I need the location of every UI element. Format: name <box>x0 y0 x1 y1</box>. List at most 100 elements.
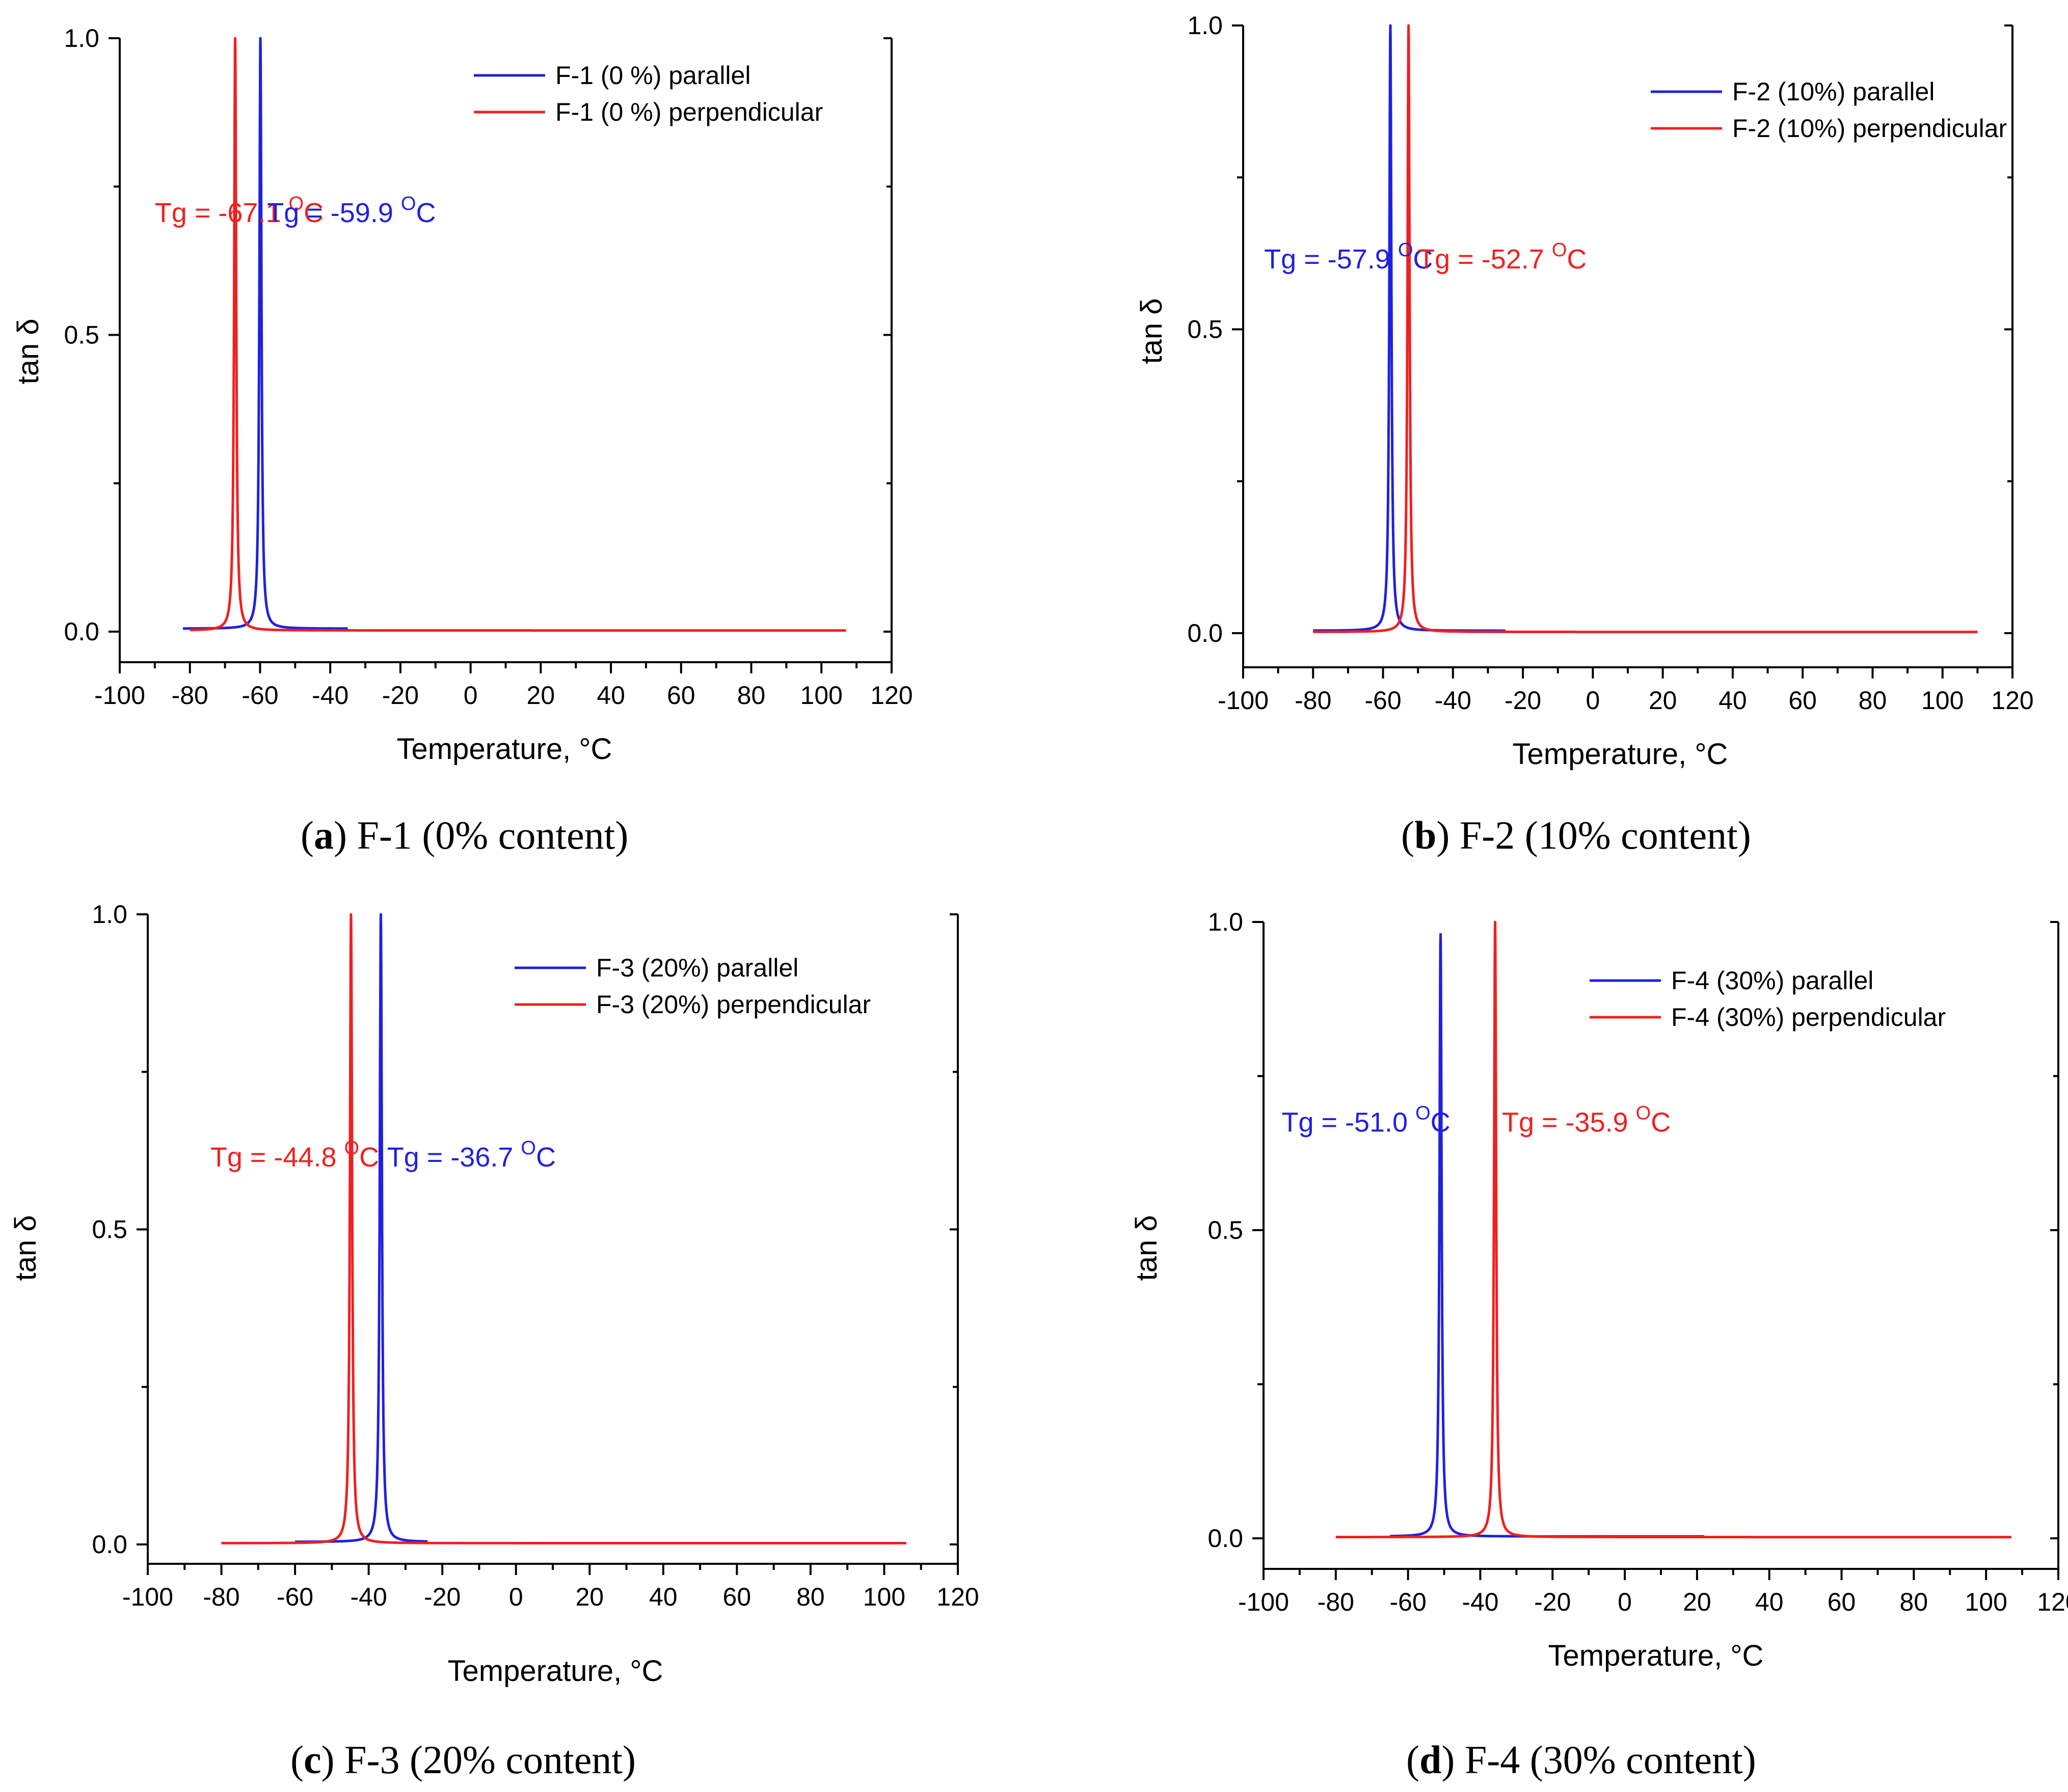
series-line-perpendicular <box>1334 920 2012 1539</box>
x-axis-title: Temperature, °C <box>1513 738 1728 771</box>
tg-annotation-perpendicular: Tg = -52.7 OC <box>1418 239 1587 275</box>
tg-annotation-unit: C <box>1651 1107 1671 1137</box>
series-line-parallel <box>294 913 429 1543</box>
x-tick-label: -100 <box>1238 1588 1289 1616</box>
caption-c: (c) F-3 (20% content) <box>290 1737 636 1782</box>
tg-annotation-perpendicular: Tg = -44.8 OC <box>210 1137 379 1173</box>
y-tick-label: 1.0 <box>64 24 99 52</box>
x-tick-label: 120 <box>936 1583 979 1611</box>
x-tick-label: -40 <box>351 1583 387 1611</box>
y-tick-label: 0.5 <box>92 1215 127 1244</box>
chart-panel-d: -100 -80 -60 -40 -20 0 20 40 60 80 100 120 0.0 0.5 1.0… <box>1116 897 2068 1792</box>
x-tick-label: 100 <box>863 1583 905 1611</box>
x-tick-label: 0 <box>509 1583 523 1611</box>
tg-annotation-text: Tg = -44.8 <box>210 1142 344 1173</box>
x-tick-label: 80 <box>1900 1588 1928 1616</box>
x-axis-title: Temperature, °C <box>1548 1639 1764 1672</box>
tg-annotation-text: Tg = -67.1 <box>155 198 289 228</box>
legend-label-parallel: F-1 (0 %) parallel <box>555 61 750 90</box>
series-line-parallel <box>181 37 349 630</box>
chart-panel-a: -100 -80 -60 -40 -20 0 20 40 60 80 100 120 0.0 0.5 1.0… <box>0 0 1019 891</box>
legend-label-perpendicular: F-3 (20%) perpendicular <box>596 990 871 1019</box>
x-tick-label: 100 <box>1965 1588 2007 1616</box>
x-tick-label: 100 <box>1921 686 1964 715</box>
x-tick-label: 60 <box>723 1583 751 1611</box>
x-tick-label: 40 <box>1755 1588 1784 1616</box>
x-tick-label: 60 <box>1788 686 1817 715</box>
series-line-parallel <box>1389 933 1706 1538</box>
x-tick-label: 20 <box>1683 1588 1711 1616</box>
caption-text: F-4 (30% content) <box>1464 1737 1756 1782</box>
tg-annotation-unit: C <box>1567 244 1587 275</box>
caption-d: (d) F-4 (30% content) <box>1406 1737 1756 1782</box>
tg-annotation-degree: O <box>344 1137 360 1159</box>
tg-annotation-degree: O <box>1636 1102 1651 1124</box>
caption-letter: c <box>303 1737 321 1782</box>
caption-text: F-1 (0% content) <box>357 813 629 857</box>
y-tick-label: 0.0 <box>64 617 99 646</box>
tg-annotation-unit: C <box>416 198 436 228</box>
legend-label-parallel: F-4 (30%) parallel <box>1671 966 1873 995</box>
chart-svg-d: -100 -80 -60 -40 -20 0 20 40 60 80 100 120 0.0 0.5 1.0… <box>1130 908 2068 1672</box>
legend-label-perpendicular: F-4 (30%) perpendicular <box>1671 1003 1946 1031</box>
caption-letter: a <box>313 813 334 857</box>
x-tick-label: -20 <box>1505 686 1541 715</box>
caption-letter: b <box>1414 813 1437 857</box>
x-tick-label: 80 <box>737 681 766 710</box>
tg-annotation-degree: O <box>1415 1102 1431 1124</box>
tg-annotation-text: Tg = -57.9 <box>1264 244 1398 275</box>
x-tick-label: -80 <box>203 1583 239 1611</box>
tg-annotation-text: Tg = -35.9 <box>1502 1107 1636 1137</box>
x-tick-label: -100 <box>122 1583 173 1611</box>
tg-annotation-unit: C <box>359 1142 379 1173</box>
tg-annotation-unit: C <box>1413 244 1433 275</box>
x-tick-label: 20 <box>1649 686 1677 715</box>
x-tick-label: 40 <box>1718 686 1747 715</box>
x-tick-label: -100 <box>94 681 145 710</box>
tg-annotation-degree: O <box>1398 239 1413 261</box>
tg-annotation-parallel: Tg = -36.7 OC <box>387 1137 556 1173</box>
tg-annotation-perpendicular: Tg = -67.1 OC <box>155 193 324 228</box>
y-axis-title: tan δ <box>1130 1215 1163 1281</box>
tg-annotation-parallel: Tg = -57.9 OC <box>1264 239 1433 275</box>
chart-svg-b: -100 -80 -60 -40 -20 0 20 40 60 80 100 120 0.0 0.5 1.0… <box>1135 11 2034 771</box>
legend-label-perpendicular: F-2 (10%) perpendicular <box>1732 114 2007 143</box>
series-line-perpendicular <box>220 913 907 1544</box>
caption-text: F-3 (20% content) <box>344 1737 636 1782</box>
x-tick-label: -20 <box>424 1583 461 1611</box>
chart-panel-c: -100 -80 -60 -40 -20 0 20 40 60 80 100 120 0.0 0.5 1.0… <box>0 897 1019 1792</box>
x-tick-label: -40 <box>1435 686 1471 715</box>
x-tick-label: 120 <box>1991 686 2033 715</box>
x-tick-label: 0 <box>1586 686 1600 715</box>
x-tick-label: 60 <box>667 681 695 710</box>
x-tick-label: -20 <box>382 681 419 710</box>
caption-b: (b) F-2 (10% content) <box>1401 813 1751 857</box>
y-axis-title: tan δ <box>1135 298 1168 364</box>
x-tick-label: 20 <box>527 681 555 710</box>
tg-annotation-text: Tg = -51.0 <box>1281 1107 1415 1137</box>
y-axis-title: tan δ <box>9 1215 42 1281</box>
tg-annotation-perpendicular: Tg = -35.9 OC <box>1502 1102 1671 1137</box>
tg-annotation-parallel: Tg = -59.9 OC <box>267 193 436 228</box>
y-tick-label: 1.0 <box>1187 11 1223 40</box>
tg-annotation-unit: C <box>304 198 324 228</box>
legend-label-perpendicular: F-1 (0 %) perpendicular <box>555 98 823 126</box>
caption-text: F-2 (10% content) <box>1459 813 1751 857</box>
y-axis-title: tan δ <box>12 318 45 384</box>
x-axis-title: Temperature, °C <box>397 732 612 766</box>
legend-label-parallel: F-2 (10%) parallel <box>1732 77 1935 106</box>
x-tick-label: 120 <box>870 681 912 710</box>
y-tick-label: 0.5 <box>1207 1216 1243 1244</box>
series-line-perpendicular <box>1312 24 1979 634</box>
x-tick-label: -20 <box>1534 1588 1571 1616</box>
tg-annotation-degree: O <box>1552 239 1567 261</box>
legend-label-parallel: F-3 (20%) parallel <box>596 954 798 982</box>
x-tick-label: 80 <box>1859 686 1887 715</box>
y-tick-label: 0.5 <box>1187 315 1223 344</box>
x-tick-label: -60 <box>241 681 278 710</box>
x-tick-label: 0 <box>464 681 478 710</box>
x-tick-label: -40 <box>312 681 348 710</box>
chart-panel-b: -100 -80 -60 -40 -20 0 20 40 60 80 100 120 0.0 0.5 1.0… <box>1116 0 2063 891</box>
tg-annotation-unit: C <box>536 1142 556 1173</box>
tg-annotation-text: Tg = -52.7 <box>1418 244 1552 275</box>
